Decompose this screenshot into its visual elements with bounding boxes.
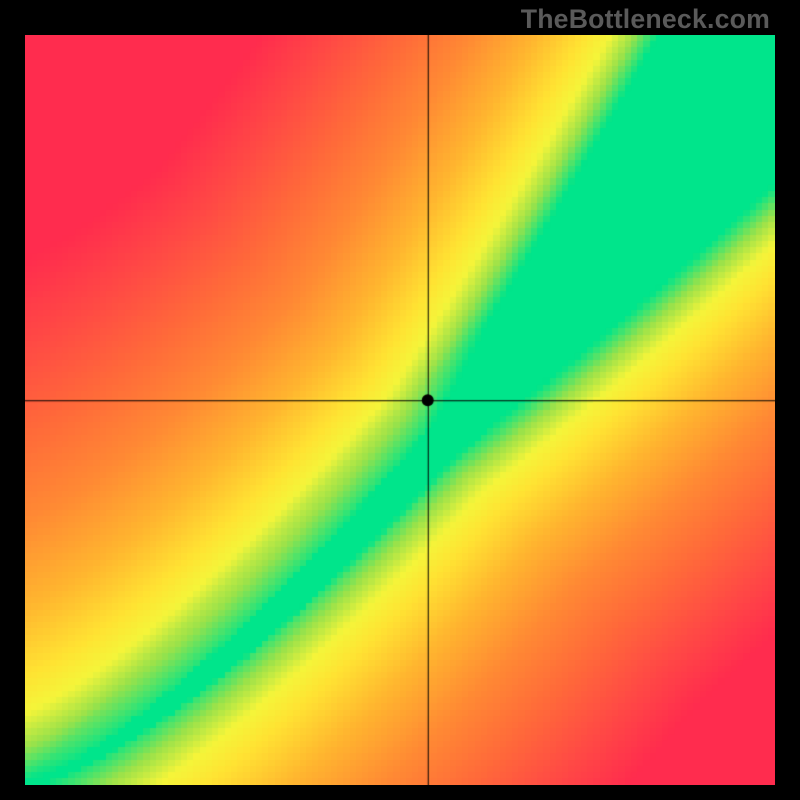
plot-area [25,35,775,785]
watermark-text: TheBottleneck.com [521,4,770,35]
image-root: TheBottleneck.com [0,0,800,800]
heatmap-canvas [25,35,775,785]
